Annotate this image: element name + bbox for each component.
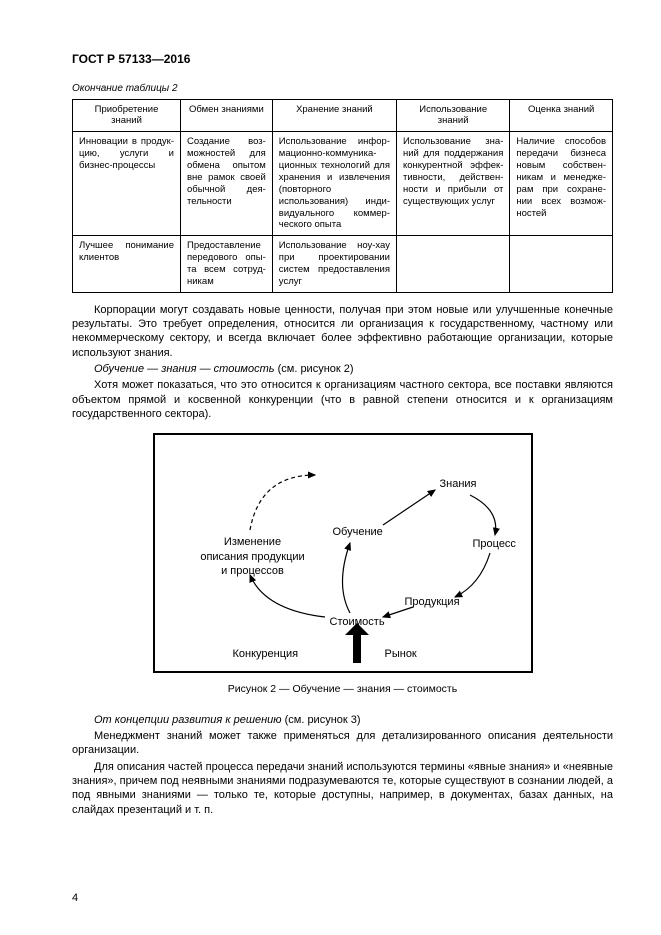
continuation-table: Приобретение знаний Обмен знаниями Хране… bbox=[72, 99, 613, 293]
cell: Инновации в продук­цию, услуги и бизнес-… bbox=[73, 132, 181, 236]
node-learning: Обучение bbox=[333, 525, 383, 539]
node-cost: Стоимость bbox=[330, 615, 385, 629]
subtitle-ref: (см. рисунок 3) bbox=[282, 714, 361, 726]
cell bbox=[396, 236, 509, 293]
node-change: Изменениеописания продукциии процессов bbox=[193, 535, 313, 578]
subtitle-italic: Обучение — знания — стоимость bbox=[94, 363, 275, 375]
body-paragraph: Для описания частей процесса передачи зн… bbox=[72, 760, 613, 817]
cell: Создание воз­можностей для обмена опытом… bbox=[181, 132, 273, 236]
body-paragraph: Корпорации могут создавать новые ценност… bbox=[72, 303, 613, 360]
figure-caption: Рисунок 2 — Обучение — знания — стоимост… bbox=[72, 683, 613, 697]
subtitle-ref: (см. рисунок 2) bbox=[275, 363, 354, 375]
cell bbox=[510, 236, 613, 293]
cell: Лучшее понимание клиентов bbox=[73, 236, 181, 293]
cell: Использование инфор­мационно-коммуника­ц… bbox=[272, 132, 396, 236]
node-market: Рынок bbox=[385, 647, 417, 661]
flowchart-figure: Изменениеописания продукциии процессов О… bbox=[153, 433, 533, 673]
table-header-row: Приобретение знаний Обмен знаниями Хране… bbox=[73, 99, 613, 132]
node-knowledge: Знания bbox=[440, 477, 477, 491]
page-number: 4 bbox=[72, 891, 78, 905]
cell: Предоставление передового опы­та всем со… bbox=[181, 236, 273, 293]
col-header: Использование знаний bbox=[396, 99, 509, 132]
subtitle-line: От концепции развития к решению (см. рис… bbox=[72, 713, 613, 727]
body-paragraph: Менеджмент знаний может также применятьс… bbox=[72, 729, 613, 758]
cell: Использование ноу-хау при проектировании… bbox=[272, 236, 396, 293]
node-competition: Конкуренция bbox=[233, 647, 299, 661]
document-header: ГОСТ Р 57133—2016 bbox=[72, 52, 613, 68]
subtitle-line: Обучение — знания — стоимость (см. рисун… bbox=[72, 362, 613, 376]
col-header: Оценка знаний bbox=[510, 99, 613, 132]
cell: Использование зна­ний для поддержания ко… bbox=[396, 132, 509, 236]
subtitle-italic: От концепции развития к решению bbox=[94, 714, 282, 726]
table-row: Лучшее понимание клиентов Предоставление… bbox=[73, 236, 613, 293]
body-paragraph: Хотя может показаться, что это относится… bbox=[72, 378, 613, 421]
col-header: Обмен знаниями bbox=[181, 99, 273, 132]
table-caption: Окончание таблицы 2 bbox=[72, 82, 613, 95]
col-header: Хранение знаний bbox=[272, 99, 396, 132]
col-header: Приобретение знаний bbox=[73, 99, 181, 132]
node-product: Продукция bbox=[405, 595, 460, 609]
node-process: Процесс bbox=[473, 537, 516, 551]
cell: Наличие способов передачи бизнеса новым … bbox=[510, 132, 613, 236]
table-row: Инновации в продук­цию, услуги и бизнес-… bbox=[73, 132, 613, 236]
